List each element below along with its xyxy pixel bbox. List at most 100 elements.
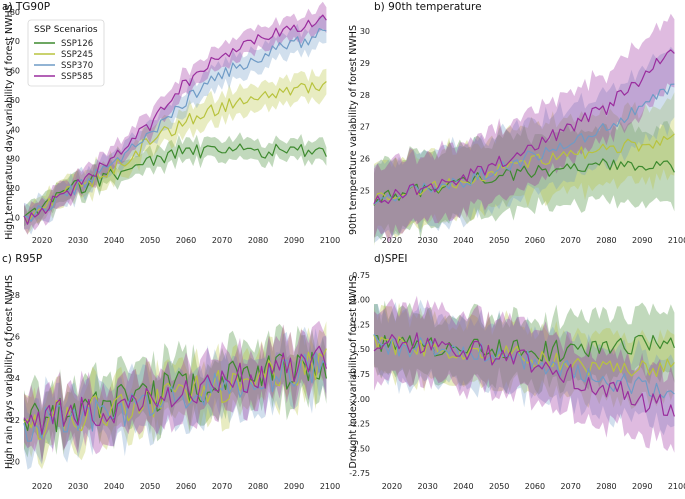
line-layer [373,49,675,206]
panel-b-ylabel: 90th temperature variability of forest N… [348,25,359,235]
series-line-ssp370 [373,83,675,205]
y-tick-label: 70 [10,37,20,46]
band-ssp585 [24,1,327,235]
x-tick-label: 2080 [596,236,616,245]
band-layer [374,13,675,246]
x-tick-label: 2020 [382,482,402,491]
x-tick-label: 2100 [320,482,340,491]
x-tick-label: 2100 [668,482,685,491]
x-tick-label: 2020 [32,236,52,245]
band-ssp370 [374,46,675,243]
x-tick-label: 2090 [284,482,304,491]
x-tick-label: 2080 [248,482,268,491]
y-tick-label: 28 [360,91,370,100]
y-tick-label: -2.75 [349,469,370,478]
band-ssp585 [374,295,675,453]
series-line-ssp585 [23,14,327,225]
x-tick-label: 2040 [453,482,473,491]
panel-b-plot: 2020 2030 2040 2050 2060 2070 2080 2090 2100 25 26… [360,13,685,246]
y-tick-label: 10 [10,213,20,222]
x-tick-label: 2090 [284,236,304,245]
x-tick-label: 2030 [68,482,88,491]
y-tick-label: 60 [10,67,20,76]
y-tick-label: 30 [10,155,20,164]
line-layer [23,14,327,225]
band-ssp245 [374,92,675,246]
x-tick-label: 2050 [140,482,160,491]
series-line-ssp585 [373,332,675,417]
band-ssp245 [24,321,327,470]
series-line-ssp585 [373,49,675,205]
x-tick-label: 2040 [453,236,473,245]
series-line-ssp245 [23,81,327,224]
band-ssp126 [24,323,327,462]
legend-label-ssp245: SSP245 [61,50,93,60]
x-tick-label: 2060 [525,236,545,245]
x-tick-label: 2060 [176,236,196,245]
y-tick-label: 25 [360,187,370,196]
series-line-ssp245 [23,348,327,440]
x-tick-label: 2060 [525,482,545,491]
legend: SSP Scenarios SSP126 SSP245 SSP370 SSP58… [27,19,105,87]
band-ssp245 [374,302,675,410]
panel-a-plot: 2020 2030 2040 2050 2060 2070 2080 2090 21001020… [10,1,340,245]
x-tick-label: 2090 [632,482,652,491]
series-line-ssp126 [23,351,327,436]
band-ssp126 [374,121,675,241]
y-tick-label: 26 [360,155,370,164]
y-tick-label: 50 [10,96,20,105]
band-layer [374,295,675,453]
x-tick-label: 2100 [668,236,685,245]
x-tick-label: 2020 [32,482,52,491]
x-tick-label: 2070 [561,236,581,245]
band-ssp245 [24,68,327,235]
panel-d-title: d)SPEI [374,253,408,265]
y-tick-label: 29 [360,59,370,68]
y-tick-label: -1.25 [349,320,370,329]
x-tick-label: 2100 [320,236,340,245]
x-tick-label: 2040 [104,482,124,491]
x-tick-label: 2050 [140,236,160,245]
y-tick-label: 20 [10,457,20,466]
x-tick-label: 2030 [68,236,88,245]
y-tick-label: 27 [360,123,370,132]
y-tick-label: -2.25 [349,420,370,429]
band-ssp370 [24,326,327,470]
x-tick-label: 2080 [248,236,268,245]
y-tick-label: 40 [10,125,20,134]
legend-label-ssp585: SSP585 [61,72,93,82]
x-tick-label: 2090 [632,236,652,245]
y-tick-label: -1.00 [349,296,370,305]
x-tick-label: 2080 [596,482,616,491]
legend-label-ssp126: SSP126 [61,39,93,49]
series-line-ssp245 [373,133,675,205]
legend-label-ssp370: SSP370 [61,61,93,71]
y-tick-label: 28 [10,291,20,300]
panel-d-plot: 2020 2030 2040 2050 2060 2070 2080 2090 2100 -0.7… [349,271,685,491]
x-tick-label: 2070 [561,482,581,491]
band-ssp370 [24,15,327,235]
y-tick-label: -1.50 [349,345,370,354]
line-layer [23,345,327,442]
panel-c-plot: 2020 2030 2040 2050 2060 2070 2080 2090 2100 20 22… [10,291,340,491]
series-line-ssp126 [23,143,327,218]
band-ssp585 [374,13,675,243]
band-layer [24,320,327,470]
y-tick-label: -2.00 [349,395,370,404]
y-tick-label: -2.50 [349,444,370,453]
x-tick-label: 2070 [212,236,232,245]
y-tick-label: 30 [360,27,370,36]
x-tick-label: 2030 [417,236,437,245]
panel-c-ylabel: High rain days variability of forest NWH… [4,275,15,469]
panel-a-title: a) TG90P [2,1,50,13]
legend-title: SSP Scenarios [34,25,98,35]
y-tick-label: 20 [10,184,20,193]
legend-box [27,19,105,87]
panel-c-title: c) R95P [2,253,42,265]
x-tick-label: 2070 [212,482,232,491]
series-line-ssp370 [23,28,327,222]
x-tick-label: 2050 [489,236,509,245]
line-layer [373,332,675,417]
x-tick-label: 2040 [104,236,124,245]
